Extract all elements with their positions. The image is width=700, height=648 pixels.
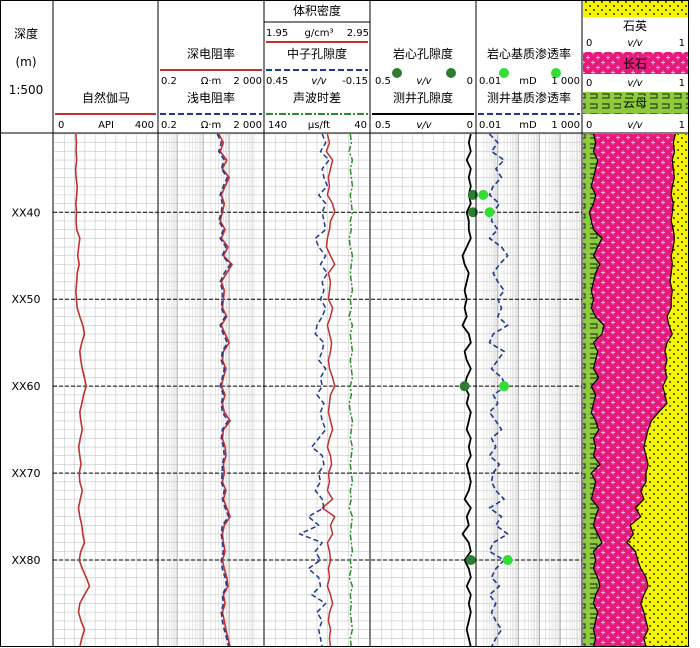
rshallow-scale-unit: Ω·m xyxy=(201,120,222,131)
depth-tick-label: XX50 xyxy=(11,293,40,306)
neu-curve xyxy=(298,133,330,648)
core-phi-scale-unit: v/v xyxy=(416,76,432,87)
feldspar-scale-unit: v/v xyxy=(627,78,643,89)
ac-curve xyxy=(348,133,354,648)
gr-scale-min: 0 xyxy=(58,120,64,131)
quartz-scale-unit: v/v xyxy=(627,38,643,49)
core-k-name: 岩心基质渗透率 xyxy=(487,46,571,61)
core-k-scale-max: 1 000 xyxy=(551,76,580,87)
mica-scale-unit: v/v xyxy=(627,120,643,131)
mica-legend-name: 云母 xyxy=(623,96,647,110)
depth-tick-label: XX70 xyxy=(11,467,40,480)
quartz-label-bg xyxy=(620,19,650,32)
depth-header-scale: 1:500 xyxy=(9,83,44,97)
rshallow-scale-max: 2 000 xyxy=(233,120,262,131)
mica-scale-min: 0 xyxy=(586,120,592,131)
core-k-legend-marker-1 xyxy=(499,68,509,78)
log-k-scale-unit: mD xyxy=(519,120,537,131)
quartz-scale-min: 0 xyxy=(586,38,592,49)
gr-scale-max: 400 xyxy=(135,120,154,131)
rdeep-scale-max: 2 000 xyxy=(233,76,262,87)
log-phi-name: 测井孔隙度 xyxy=(393,90,453,105)
ac-scale-min: 140 xyxy=(268,120,287,131)
mica-scale-max: 1 xyxy=(679,120,685,131)
core-phi-legend-marker-2 xyxy=(446,68,456,78)
log-k-curve xyxy=(488,133,509,648)
core-phi-legend-marker-1 xyxy=(392,68,402,78)
core-phi-scale-max: 0 xyxy=(467,76,473,87)
core-k-point xyxy=(502,555,513,566)
den-curve-name: 体积密度 xyxy=(293,3,341,18)
rshallow-curve-name: 浅电阻率 xyxy=(187,90,235,105)
log-phi-scale-min: 0.5 xyxy=(375,120,391,131)
depth-tick-label: XX40 xyxy=(11,206,40,219)
gr-curve-name: 自然伽马 xyxy=(82,90,130,105)
core-phi-point xyxy=(459,381,470,392)
rdeep-scale-min: 0.2 xyxy=(161,76,177,87)
core-k-legend-marker-2 xyxy=(551,68,561,78)
core-k-point xyxy=(478,189,489,200)
log-k-scale-max: 1 000 xyxy=(551,120,580,131)
ac-scale-unit: μs/ft xyxy=(308,120,330,131)
feldspar-scale-max: 1 xyxy=(679,78,685,89)
log-curves xyxy=(74,133,509,648)
core-k-scale-unit: mD xyxy=(519,76,537,87)
feldspar-scale-min: 0 xyxy=(586,78,592,89)
mineral-track xyxy=(583,133,688,648)
log-phi-scale-max: 0 xyxy=(467,120,473,131)
log-phi-scale-unit: v/v xyxy=(416,120,432,131)
feldspar-label-bg xyxy=(621,57,649,70)
depth-tick-label: XX60 xyxy=(11,380,40,393)
neu-scale-unit: v/v xyxy=(311,76,327,87)
core-phi-point xyxy=(467,207,478,218)
rdeep-curve xyxy=(218,133,233,648)
gr-scale-unit: API xyxy=(98,120,114,131)
ac-scale-max: 40 xyxy=(354,120,367,131)
core-k-point xyxy=(499,381,510,392)
quartz-fill xyxy=(627,134,688,647)
feldspar-boundary xyxy=(626,133,676,648)
log-k-name: 测井基质渗透率 xyxy=(487,90,571,105)
mica-label-bg xyxy=(621,96,649,109)
core-points xyxy=(459,189,513,566)
gr-curve xyxy=(74,133,91,648)
den-scale-unit: g/cm³ xyxy=(305,28,334,39)
den-scale-min: 1.95 xyxy=(266,28,288,39)
rshallow-scale-min: 0.2 xyxy=(161,120,177,131)
feldspar-legend-name: 长石 xyxy=(623,57,647,71)
core-phi-scale-min: 0.5 xyxy=(375,76,391,87)
rshallow-curve xyxy=(216,133,231,648)
mica-boundary xyxy=(588,133,605,648)
log-k-scale-min: 0.01 xyxy=(479,120,501,131)
den-scale-max: 2.95 xyxy=(347,28,369,39)
neu-curve-name: 中子孔隙度 xyxy=(287,46,347,61)
den-curve xyxy=(321,133,336,648)
core-phi-point xyxy=(467,189,478,200)
quartz-scale-max: 1 xyxy=(679,38,685,49)
depth-axis: XX40 XX50 XX60 XX70 XX80 xyxy=(11,206,582,567)
rdeep-scale-unit: Ω·m xyxy=(201,76,222,87)
depth-tick-label: XX80 xyxy=(11,554,40,567)
core-k-point xyxy=(484,207,495,218)
depth-header-title: 深度 xyxy=(14,26,38,41)
quartz-legend-swatch xyxy=(583,1,688,17)
depth-header-unit: (m) xyxy=(15,55,36,69)
core-k-scale-min: 0.01 xyxy=(479,76,501,87)
feldspar-fill xyxy=(589,134,676,647)
core-phi-name: 岩心孔隙度 xyxy=(393,46,453,61)
rdeep-curve-name: 深电阻率 xyxy=(187,46,235,61)
ac-curve-name: 声波时差 xyxy=(293,91,341,105)
core-phi-point xyxy=(465,555,476,566)
quartz-legend-name: 石英 xyxy=(623,19,647,33)
neu-scale-min: 0.45 xyxy=(266,76,288,87)
neu-scale-max: -0.15 xyxy=(342,76,368,87)
